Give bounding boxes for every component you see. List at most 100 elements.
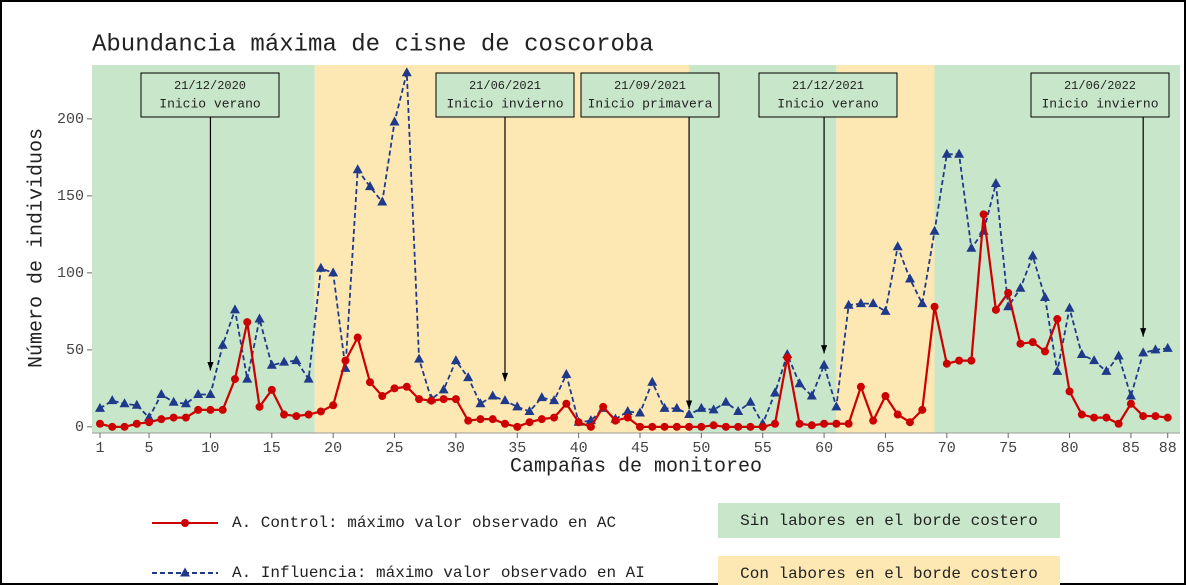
data-point — [855, 298, 866, 308]
data-point — [623, 413, 632, 422]
data-point — [1039, 292, 1050, 302]
data-point — [708, 404, 719, 414]
data-point — [820, 419, 829, 428]
arrow-head — [207, 362, 214, 371]
data-point — [1162, 342, 1173, 352]
data-point — [746, 422, 755, 431]
data-point — [905, 418, 914, 427]
data-point — [131, 399, 142, 409]
x-tick-label: 85 — [1122, 440, 1140, 457]
data-point — [242, 373, 253, 383]
data-point — [550, 413, 559, 422]
data-point — [217, 339, 228, 349]
data-point — [402, 382, 411, 391]
x-tick-label: 25 — [386, 440, 404, 457]
data-point — [476, 415, 485, 424]
data-point — [537, 415, 546, 424]
data-point — [720, 396, 731, 406]
x-tick-label: 60 — [815, 440, 833, 457]
data-point — [1113, 350, 1124, 360]
x-tick-label: 70 — [938, 440, 956, 457]
data-point — [95, 419, 104, 428]
data-point — [955, 356, 964, 365]
y-tick-label: 0 — [75, 419, 84, 436]
data-point — [1028, 338, 1037, 347]
data-point — [832, 419, 841, 428]
data-point — [499, 395, 510, 405]
region-legend-label: Sin labores en el borde costero — [740, 512, 1038, 530]
region-legend-label: Con labores en el borde costero — [740, 565, 1038, 583]
data-point — [634, 407, 645, 417]
data-point — [709, 421, 718, 430]
data-point — [954, 148, 965, 158]
data-point — [647, 376, 658, 386]
x-tick-label: 75 — [999, 440, 1017, 457]
data-point — [599, 402, 608, 411]
data-point — [819, 359, 830, 369]
data-point — [144, 412, 155, 422]
x-tick-label: 55 — [754, 440, 772, 457]
data-point — [893, 410, 902, 419]
arrow-head — [820, 345, 828, 354]
annotation-box — [580, 72, 720, 118]
data-point — [132, 419, 141, 428]
region — [836, 65, 935, 433]
data-point — [685, 422, 694, 431]
data-point — [513, 422, 522, 431]
data-point — [1027, 250, 1038, 260]
x-tick-label: 1 — [95, 440, 104, 457]
annotation-box — [1030, 72, 1170, 118]
annotation-text: Inicio primavera — [588, 96, 713, 111]
data-point — [930, 302, 939, 311]
region — [92, 65, 315, 433]
data-point — [512, 401, 523, 411]
x-tick-label: 20 — [324, 440, 342, 457]
data-point — [279, 356, 290, 366]
y-tick-label: 100 — [57, 265, 84, 282]
data-point — [868, 298, 879, 308]
data-point — [329, 401, 338, 410]
region-legend-box — [718, 556, 1060, 585]
data-point — [194, 405, 203, 414]
data-point — [844, 419, 853, 428]
data-point — [918, 405, 927, 414]
data-point — [734, 422, 743, 431]
data-point — [156, 389, 167, 399]
annotation-text: Inicio verano — [159, 96, 260, 111]
data-point — [1065, 387, 1074, 396]
data-point — [1125, 390, 1136, 400]
data-point — [427, 396, 436, 405]
data-point — [169, 413, 178, 422]
data-point — [439, 395, 448, 404]
data-point — [463, 372, 474, 382]
annotation-text: Inicio verano — [777, 96, 878, 111]
data-point — [574, 418, 583, 427]
data-point — [390, 384, 399, 393]
data-point — [991, 305, 1000, 314]
x-tick-label: 15 — [263, 440, 281, 457]
data-point — [1064, 302, 1075, 312]
data-point — [364, 181, 375, 191]
data-point — [1102, 413, 1111, 422]
series-line — [99, 72, 1168, 426]
chart-title: Abundancia máxima de cisne de coscoroba — [92, 31, 654, 58]
y-tick-label: 150 — [57, 188, 84, 205]
data-point — [1040, 347, 1049, 356]
data-point — [291, 355, 302, 365]
data-point — [352, 164, 363, 174]
legend-label: A. Influencia: máximo valor observado en… — [232, 564, 645, 582]
annotation-date: 21/09/2021 — [614, 79, 686, 93]
data-point — [795, 419, 804, 428]
data-point — [660, 422, 669, 431]
data-point — [206, 405, 215, 414]
data-point — [378, 392, 387, 401]
data-point — [316, 407, 325, 416]
data-point — [1101, 365, 1112, 375]
data-point — [1015, 282, 1026, 292]
data-point — [806, 390, 817, 400]
data-point — [941, 148, 952, 158]
data-point — [1003, 301, 1014, 311]
data-point — [157, 415, 166, 424]
data-point — [1138, 347, 1149, 357]
